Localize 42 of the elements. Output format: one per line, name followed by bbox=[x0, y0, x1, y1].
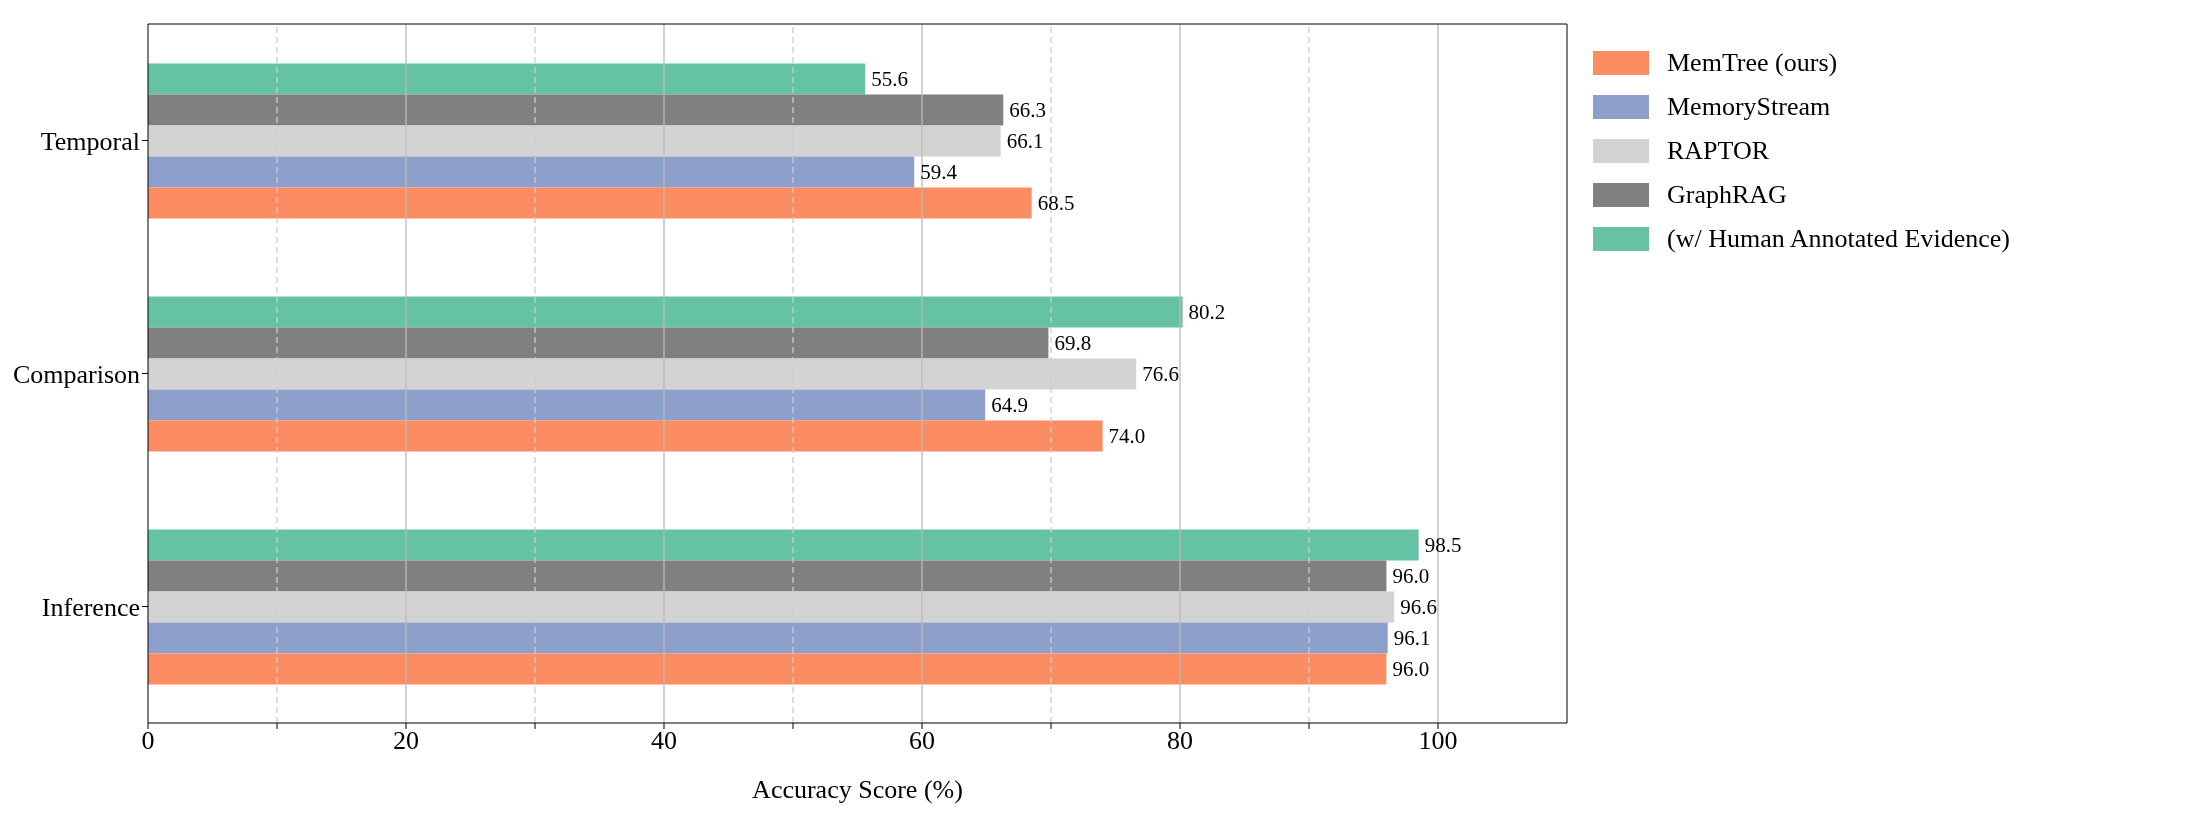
data-label: 66.3 bbox=[1009, 98, 1047, 123]
data-label: 55.6 bbox=[871, 67, 908, 92]
data-label: 74.0 bbox=[1108, 424, 1146, 449]
bar bbox=[148, 327, 1049, 359]
legend-label: GraphRAG bbox=[1667, 180, 1787, 210]
data-label: 66.1 bbox=[1006, 129, 1044, 154]
bar bbox=[148, 622, 1388, 654]
data-label: 96.1 bbox=[1393, 626, 1431, 651]
legend-label: MemTree (ours) bbox=[1667, 48, 1838, 78]
x-axis-title: Accuracy Score (%) bbox=[752, 775, 963, 804]
bar bbox=[148, 296, 1183, 328]
bar bbox=[148, 529, 1419, 561]
data-label: 76.6 bbox=[1142, 362, 1179, 387]
x-tick-label: 100 bbox=[1418, 726, 1458, 756]
legend-label: MemoryStream bbox=[1667, 92, 1831, 122]
bar bbox=[148, 389, 986, 421]
legend-label: (w/ Human Annotated Evidence) bbox=[1667, 224, 2010, 254]
data-label: 64.9 bbox=[991, 393, 1028, 418]
bar bbox=[148, 187, 1032, 219]
data-label: 80.2 bbox=[1188, 300, 1226, 325]
bar bbox=[148, 560, 1387, 592]
data-label: 96.0 bbox=[1392, 657, 1430, 682]
y-tick-label: Inference bbox=[41, 592, 140, 622]
data-label: 98.5 bbox=[1424, 533, 1462, 558]
data-label: 96.0 bbox=[1392, 564, 1430, 589]
x-tick-label: 80 bbox=[1167, 726, 1193, 756]
bar bbox=[148, 653, 1387, 685]
bar bbox=[148, 420, 1103, 452]
x-tick-label: 20 bbox=[393, 726, 419, 756]
bar bbox=[148, 156, 915, 188]
x-tick-label: 0 bbox=[141, 726, 155, 756]
y-tick-label: Temporal bbox=[40, 126, 140, 156]
legend-label: RAPTOR bbox=[1667, 136, 1770, 166]
x-tick-label: 40 bbox=[651, 726, 677, 756]
data-label: 96.6 bbox=[1400, 595, 1437, 620]
x-tick-label: 60 bbox=[909, 726, 935, 756]
data-label: 68.5 bbox=[1037, 191, 1075, 216]
bar bbox=[148, 63, 866, 95]
data-label: 59.4 bbox=[920, 160, 958, 185]
y-tick-label: Comparison bbox=[12, 359, 140, 389]
data-label: 69.8 bbox=[1054, 331, 1092, 356]
bar bbox=[148, 94, 1004, 126]
